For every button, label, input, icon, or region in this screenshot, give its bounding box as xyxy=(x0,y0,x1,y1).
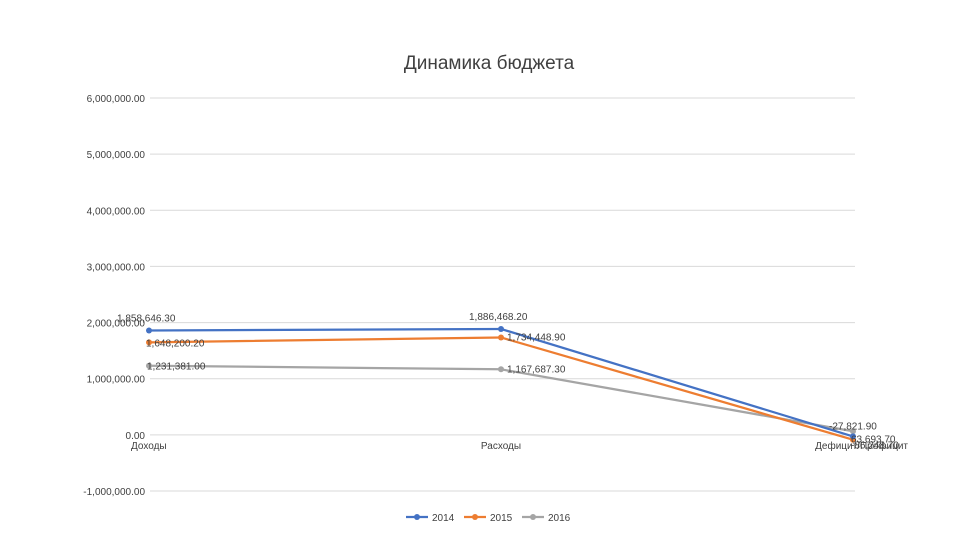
legend: 2014 2015 2016 xyxy=(406,513,571,524)
data-point-2015 xyxy=(146,339,152,346)
data-label-2014: -27,821.90 xyxy=(829,421,877,432)
data-label-2014: 1,858,646.30 xyxy=(117,314,176,325)
series-points xyxy=(146,325,856,443)
data-point-2016 xyxy=(146,362,152,369)
series-lines xyxy=(148,327,854,441)
data-label-2014: 1,886,468.20 xyxy=(469,312,528,323)
data-label-2016: 1,231,381.00 xyxy=(147,362,206,373)
legend-label-2016: 2016 xyxy=(548,513,571,524)
data-label-2015: 1,648,200.20 xyxy=(146,338,205,349)
y-tick-label: 6,000,000.00 xyxy=(87,94,146,105)
legend-label-2015: 2015 xyxy=(490,513,513,524)
x-axis-category-labels: Доходы Расходы Дефицит/Профицит xyxy=(131,440,908,452)
data-label-2015: 1,734,448.90 xyxy=(507,332,566,343)
data-label-2016: 63,693.70 xyxy=(851,434,896,445)
y-axis-ticks: -1,000,000.00 0.00 1,000,000.00 2,000,000.0… xyxy=(83,94,145,498)
series-line-2014 xyxy=(148,327,854,438)
y-tick-label: 4,000,000.00 xyxy=(87,206,146,217)
y-tick-label: -1,000,000.00 xyxy=(83,487,145,498)
x-category-label: Дефицит/Профицит xyxy=(815,440,908,452)
data-point-2014 xyxy=(146,327,152,334)
gridlines xyxy=(150,97,855,492)
legend-label-2014: 2014 xyxy=(432,513,455,524)
y-tick-label: 3,000,000.00 xyxy=(87,262,146,273)
x-category-label: Доходы xyxy=(131,441,167,452)
data-point-2016 xyxy=(850,428,856,435)
legend-marker-2014 xyxy=(414,514,420,520)
y-tick-label: 5,000,000.00 xyxy=(87,150,146,161)
data-label-2015: -86,248.70 xyxy=(851,441,899,452)
data-point-2014 xyxy=(850,433,856,440)
legend-marker-2016 xyxy=(530,514,536,520)
series-line-2015 xyxy=(148,336,854,441)
data-labels: 1,231,381.00 1,167,687.30 63,693.70 1,648,2… xyxy=(117,312,899,452)
data-point-2014 xyxy=(498,325,504,332)
x-category-label: Расходы xyxy=(481,441,521,452)
y-tick-label: 1,000,000.00 xyxy=(87,375,146,386)
series-line-2016 xyxy=(148,364,854,433)
data-point-2015 xyxy=(498,334,504,341)
data-label-2016: 1,167,687.30 xyxy=(507,364,566,375)
chart-title: Динамика бюджета xyxy=(404,53,575,74)
y-tick-label: 2,000,000.00 xyxy=(87,319,146,330)
data-point-2016 xyxy=(498,366,504,373)
legend-marker-2015 xyxy=(472,514,478,520)
y-tick-label: 0.00 xyxy=(126,431,146,442)
